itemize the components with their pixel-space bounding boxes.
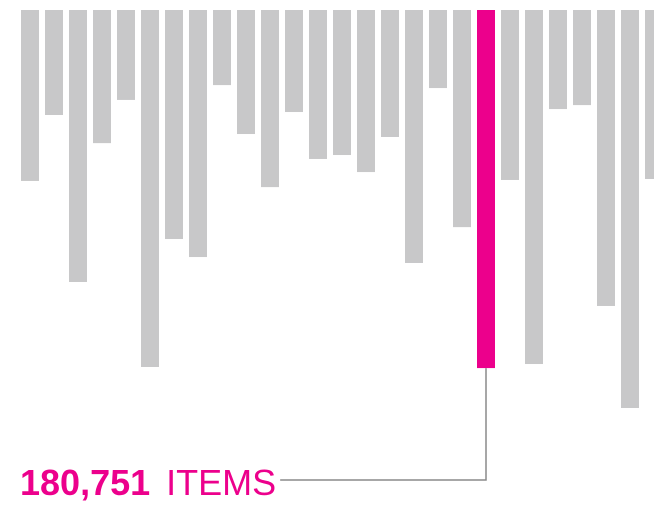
annotation: 180,751 ITEMS (20, 462, 276, 503)
connector-line (280, 368, 487, 481)
bar (429, 10, 447, 89)
value-label: 180,751 (20, 462, 150, 503)
bar (21, 10, 39, 181)
bar (381, 10, 399, 137)
bar (117, 10, 135, 100)
bar (549, 10, 567, 110)
bar (501, 10, 519, 180)
bar (69, 10, 87, 283)
bar (357, 10, 375, 173)
unit-label: ITEMS (166, 462, 276, 503)
bar (45, 10, 63, 115)
bar (261, 10, 279, 188)
bar (573, 10, 591, 106)
bar (285, 10, 303, 113)
bar (621, 10, 639, 408)
bar (189, 10, 207, 258)
bar (93, 10, 111, 144)
bar (309, 10, 327, 159)
bar (213, 10, 231, 86)
bars (21, 10, 654, 408)
bar (405, 10, 423, 263)
bar (237, 10, 255, 135)
bar (525, 10, 543, 365)
bar (141, 10, 159, 367)
highlight-bar (477, 10, 495, 369)
bar (453, 10, 471, 228)
bar (333, 10, 351, 156)
bar (597, 10, 615, 306)
bar (165, 10, 183, 240)
bar (645, 10, 654, 179)
